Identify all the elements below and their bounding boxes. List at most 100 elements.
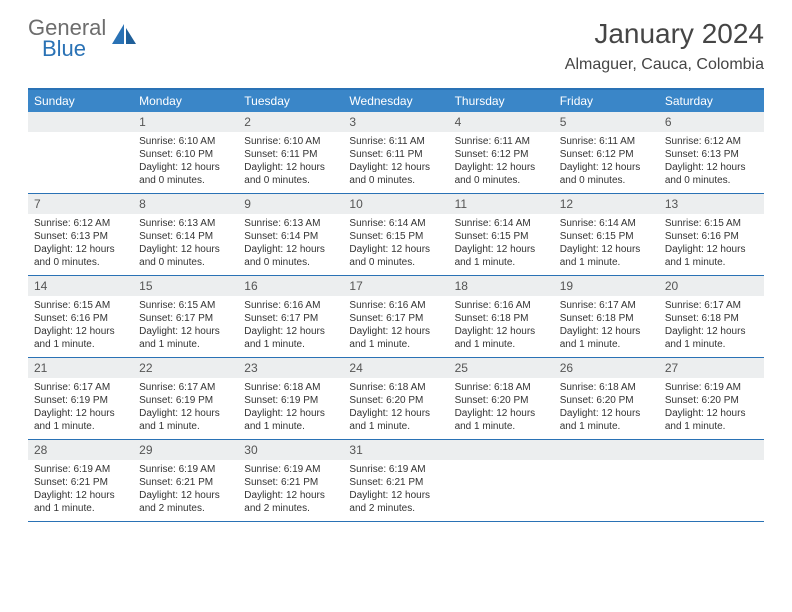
day-cell: Sunrise: 6:11 AMSunset: 6:12 PMDaylight:…: [449, 132, 554, 193]
sunset-text: Sunset: 6:20 PM: [349, 394, 442, 407]
daylight-text: Daylight: 12 hours and 1 minute.: [455, 243, 548, 269]
day-number: [449, 440, 554, 460]
day-number: 30: [238, 440, 343, 460]
weekday-header-row: SundayMondayTuesdayWednesdayThursdayFrid…: [28, 90, 764, 112]
sunrise-text: Sunrise: 6:17 AM: [139, 381, 232, 394]
daylight-text: Daylight: 12 hours and 0 minutes.: [34, 243, 127, 269]
day-number: 9: [238, 194, 343, 214]
daylight-text: Daylight: 12 hours and 1 minute.: [560, 407, 653, 433]
day-cell: Sunrise: 6:19 AMSunset: 6:21 PMDaylight:…: [28, 460, 133, 521]
day-cell: Sunrise: 6:15 AMSunset: 6:16 PMDaylight:…: [28, 296, 133, 357]
sunset-text: Sunset: 6:12 PM: [455, 148, 548, 161]
day-cell: Sunrise: 6:18 AMSunset: 6:20 PMDaylight:…: [343, 378, 448, 439]
day-cell: [449, 460, 554, 521]
daylight-text: Daylight: 12 hours and 1 minute.: [560, 325, 653, 351]
weekday-header: Wednesday: [343, 90, 448, 112]
sunset-text: Sunset: 6:15 PM: [560, 230, 653, 243]
sunrise-text: Sunrise: 6:16 AM: [349, 299, 442, 312]
sunrise-text: Sunrise: 6:14 AM: [455, 217, 548, 230]
sunrise-text: Sunrise: 6:13 AM: [139, 217, 232, 230]
daylight-text: Daylight: 12 hours and 0 minutes.: [139, 243, 232, 269]
day-body-row: Sunrise: 6:10 AMSunset: 6:10 PM Daylight:…: [28, 132, 764, 193]
day-number: 25: [449, 358, 554, 378]
day-number: 13: [659, 194, 764, 214]
sunset-text: Sunset: 6:18 PM: [455, 312, 548, 325]
sunset-text: Sunset: 6:10 PM: [139, 148, 232, 161]
sunset-text: Sunset: 6:16 PM: [34, 312, 127, 325]
daylight-text: Daylight: 12 hours and 0 minutes.: [244, 243, 337, 269]
sunset-text: Sunset: 6:11 PM: [244, 148, 337, 161]
sunset-text: Sunset: 6:14 PM: [139, 230, 232, 243]
day-number: 8: [133, 194, 238, 214]
day-number: 5: [554, 112, 659, 132]
weeks-grid: 1 23 456 Sunrise: 6:10 AMSunset: 6:10 PM Day…: [28, 112, 764, 522]
day-cell: Sunrise: 6:18 AMSunset: 6:20 PMDaylight:…: [554, 378, 659, 439]
sunrise-text: Sunrise: 6:11 AM: [560, 135, 653, 148]
daylight-text: Daylight: 12 hours and 0 minutes.: [560, 161, 653, 187]
sunset-text: Sunset: 6:20 PM: [455, 394, 548, 407]
daylight-text: Daylight: 12 hours and 1 minute.: [139, 325, 232, 351]
daylight-text: Daylight: 12 hours and 0 minutes.: [455, 161, 548, 187]
day-number: 21: [28, 358, 133, 378]
daylight-text: Daylight: 12 hours and 2 minutes.: [349, 489, 442, 515]
day-cell: [659, 460, 764, 521]
day-number: 10: [343, 194, 448, 214]
sunset-text: Sunset: 6:12 PM: [560, 148, 653, 161]
daylight-text: Daylight: 12 hours and 1 minute.: [665, 325, 758, 351]
sunrise-text: Sunrise: 6:18 AM: [560, 381, 653, 394]
day-cell: Sunrise: 6:18 AMSunset: 6:20 PMDaylight:…: [449, 378, 554, 439]
sunrise-text: Sunrise: 6:11 AM: [455, 135, 548, 148]
sunset-text: Sunset: 6:19 PM: [139, 394, 232, 407]
sunrise-text: Sunrise: 6:19 AM: [34, 463, 127, 476]
day-number-row: 78910111213: [28, 194, 764, 214]
daylight-text: Daylight: 12 hours and 1 minute.: [34, 325, 127, 351]
weekday-header: Sunday: [28, 90, 133, 112]
day-number: 4: [449, 112, 554, 132]
day-number: 15: [133, 276, 238, 296]
day-body-row: Sunrise: 6:17 AMSunset: 6:19 PMDaylight:…: [28, 378, 764, 439]
sunset-text: Sunset: 6:19 PM: [244, 394, 337, 407]
header: General Blue January 2024 Almaguer, Cauc…: [0, 0, 792, 82]
calendar: SundayMondayTuesdayWednesdayThursdayFrid…: [28, 88, 764, 522]
day-cell: Sunrise: 6:18 AMSunset: 6:19 PMDaylight:…: [238, 378, 343, 439]
day-cell: Sunrise: 6:19 AMSunset: 6:21 PMDaylight:…: [343, 460, 448, 521]
day-cell: Sunrise: 6:17 AMSunset: 6:19 PMDaylight:…: [28, 378, 133, 439]
sunset-text: Sunset: 6:21 PM: [139, 476, 232, 489]
day-body-row: Sunrise: 6:15 AMSunset: 6:16 PMDaylight:…: [28, 296, 764, 357]
day-number: 12: [554, 194, 659, 214]
sunset-text: Sunset: 6:16 PM: [665, 230, 758, 243]
sunset-text: Sunset: 6:17 PM: [139, 312, 232, 325]
day-number: 31: [343, 440, 448, 460]
day-cell: Sunrise: 6:12 AMSunset: 6:13 PMDaylight:…: [28, 214, 133, 275]
day-cell: Sunrise: 6:11 AMSunset: 6:12 PMDaylight:…: [554, 132, 659, 193]
day-number-row: 14151617181920: [28, 276, 764, 296]
day-number: [659, 440, 764, 460]
day-cell: Sunrise: 6:19 AMSunset: 6:21 PMDaylight:…: [133, 460, 238, 521]
daylight-text: Daylight: 12 hours and 1 minute.: [349, 325, 442, 351]
day-number: 18: [449, 276, 554, 296]
sunset-text: Sunset: 6:18 PM: [665, 312, 758, 325]
sunset-text: Sunset: 6:20 PM: [665, 394, 758, 407]
day-number: 20: [659, 276, 764, 296]
sunrise-text: Sunrise: 6:11 AM: [349, 135, 442, 148]
sunrise-text: Sunrise: 6:14 AM: [349, 217, 442, 230]
day-cell: Sunrise: 6:16 AMSunset: 6:17 PMDaylight:…: [238, 296, 343, 357]
sunset-text: Sunset: 6:21 PM: [244, 476, 337, 489]
sunrise-text: Sunrise: 6:18 AM: [455, 381, 548, 394]
day-cell: Sunrise: 6:14 AMSunset: 6:15 PMDaylight:…: [449, 214, 554, 275]
sunset-text: Sunset: 6:14 PM: [244, 230, 337, 243]
day-number: 27: [659, 358, 764, 378]
day-number-row: 21222324252627: [28, 358, 764, 378]
day-number: 11: [449, 194, 554, 214]
sunrise-text: Sunrise: 6:19 AM: [139, 463, 232, 476]
day-number: 26: [554, 358, 659, 378]
sunrise-text: Sunrise: 6:10 AM: [139, 135, 232, 148]
day-cell: Sunrise: 6:16 AMSunset: 6:18 PMDaylight:…: [449, 296, 554, 357]
daylight-text: Daylight: 12 hours and 1 minute.: [139, 407, 232, 433]
day-number: 23: [238, 358, 343, 378]
month-title: January 2024: [565, 18, 764, 50]
day-number: 1: [133, 112, 238, 132]
day-cell: Sunrise: 6:14 AMSunset: 6:15 PMDaylight:…: [343, 214, 448, 275]
day-number: 6: [659, 112, 764, 132]
week-row: 14151617181920Sunrise: 6:15 AMSunset: 6:…: [28, 276, 764, 358]
